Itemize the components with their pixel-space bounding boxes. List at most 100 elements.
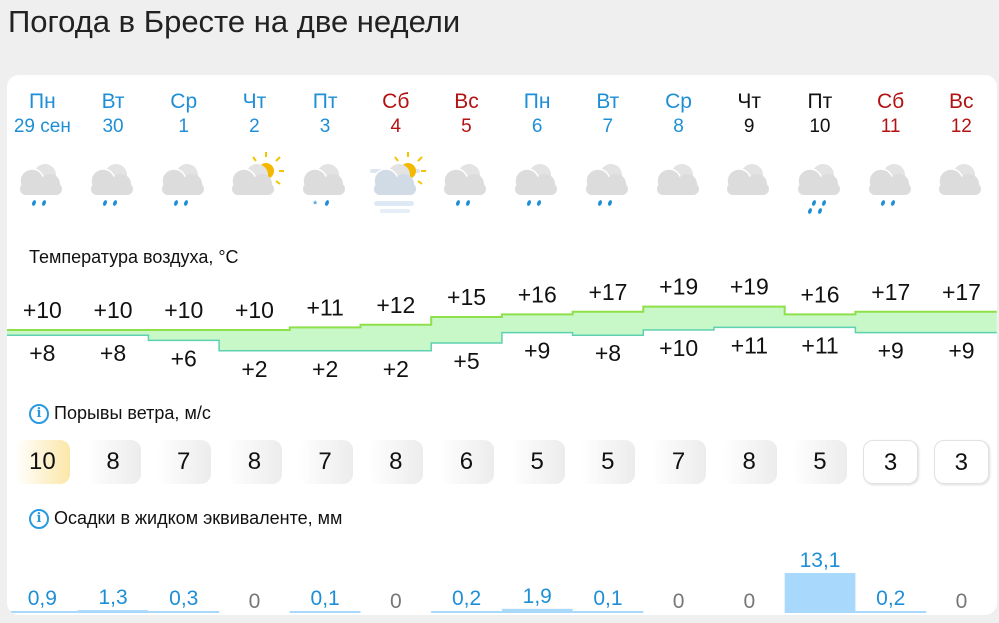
precip-bar [855, 611, 927, 613]
wind-gust-value: 8 [226, 440, 282, 484]
day-column[interactable]: Пн 29 сен [7, 89, 78, 139]
precip-value: 0,9 [28, 587, 57, 610]
temperature-band [7, 306, 997, 351]
min-temp-label: +5 [453, 348, 479, 374]
day-of-week: Вт [101, 90, 125, 113]
wind-gust-value: 8 [85, 440, 141, 484]
min-temp-label: +10 [659, 335, 698, 361]
precip-bar [501, 608, 573, 613]
day-of-week: Сб [876, 90, 905, 113]
day-column[interactable]: Ср 1 [148, 89, 219, 139]
day-date: 11 [880, 116, 901, 137]
min-temp-label: +2 [241, 356, 267, 382]
precip-chart: 0,9 1,3 0,3 0 0,1 0 0,2 1,9 0,1 0 0 13,1 0,2 0 [7, 549, 967, 613]
day-date: 29 сен [13, 116, 71, 137]
wind-gust-value: 7 [156, 440, 212, 484]
day-column[interactable]: Вс 5 [431, 89, 502, 139]
precip-bar [148, 611, 220, 613]
day-column[interactable]: Пт 10 [785, 89, 856, 139]
wind-gust-value: 10 [14, 440, 70, 484]
min-temp-label: +11 [731, 332, 768, 358]
precip-value: 1,9 [523, 585, 552, 608]
cloud-rain-icon [443, 164, 487, 206]
max-temp-label: +10 [164, 297, 203, 323]
cloud-rain-icon [585, 164, 628, 206]
cloud-rain-icon [867, 164, 911, 206]
day-of-week: Сб [382, 90, 410, 113]
min-temp-label: +9 [878, 338, 904, 364]
precip-value: 0,3 [169, 587, 198, 610]
min-temp-label: +8 [100, 340, 126, 366]
day-column[interactable]: Сб 11 [855, 89, 926, 139]
precip-value: 0,1 [593, 587, 622, 610]
day-column[interactable]: Пн 6 [502, 89, 573, 139]
max-temp-label: +17 [588, 279, 627, 305]
min-temp-label: +2 [383, 356, 409, 382]
min-temp-label: +9 [948, 338, 974, 364]
wind-gust-value: 7 [651, 440, 707, 484]
day-date: 3 [319, 116, 331, 137]
day-date: 12 [950, 116, 972, 137]
wind-gust-value: 5 [792, 440, 848, 484]
max-temp-label: +15 [447, 284, 486, 310]
precip-bar [289, 611, 361, 613]
precip-value: 0 [673, 590, 685, 613]
day-date: 6 [531, 116, 543, 137]
max-temp-label: +19 [659, 274, 698, 300]
day-of-week: Вс [949, 90, 974, 113]
info-icon[interactable]: i [29, 403, 49, 424]
min-temp-label: +11 [801, 332, 838, 358]
precip-bar [7, 611, 78, 613]
min-temp-label: +2 [312, 356, 338, 382]
day-of-week: Ср [170, 90, 198, 113]
max-temp-label: +17 [942, 279, 981, 305]
min-temp-label: +8 [595, 340, 621, 366]
precip-value: 0 [744, 590, 756, 613]
day-of-week: Чт [242, 90, 267, 113]
wind-gust-value: 3 [933, 440, 989, 484]
precip-value: 1,3 [98, 586, 127, 609]
cloud-icon [938, 164, 982, 195]
day-column[interactable]: Вт 7 [573, 89, 644, 139]
fog-sun-icon [369, 152, 426, 213]
max-temp-label: +10 [235, 297, 274, 323]
precip-bar [77, 610, 149, 613]
cloud-icon [655, 164, 699, 195]
precip-value: 0,2 [876, 587, 905, 610]
max-temp-label: +16 [801, 281, 840, 307]
cloud-rain-icon [90, 164, 134, 206]
precip-value: 0 [249, 590, 261, 613]
precip-label: i Осадки в жидком эквиваленте, мм [29, 508, 342, 529]
temperature-label: Температура воздуха, °C [29, 247, 239, 267]
info-icon[interactable]: i [29, 508, 49, 529]
min-temp-line [7, 326, 997, 352]
day-column[interactable]: Ср 8 [643, 89, 714, 139]
day-date: 30 [102, 116, 124, 137]
cloud-heavy-rain-icon [797, 164, 840, 214]
icons-row: * [7, 151, 997, 217]
max-temp-label: +10 [94, 297, 133, 323]
precip-bar [784, 573, 856, 613]
day-column[interactable]: Вс 12 [926, 89, 997, 139]
max-temp-label: +19 [730, 274, 769, 300]
min-temp-label: +6 [171, 345, 197, 371]
wind-gust-value: 5 [580, 440, 636, 484]
day-column[interactable]: Чт 9 [714, 89, 785, 139]
day-column[interactable]: Пт 3 [290, 89, 361, 139]
precip-bar [572, 611, 644, 613]
day-of-week: Вс [454, 90, 479, 113]
cloud-snow-rain-icon: * [302, 164, 346, 211]
day-of-week: Пт [807, 90, 833, 113]
day-date: 2 [249, 116, 260, 137]
day-column[interactable]: Сб 4 [360, 89, 431, 139]
day-column[interactable]: Чт 2 [219, 89, 290, 139]
wind-gust-value: 3 [863, 440, 919, 484]
day-of-week: Пт [312, 90, 338, 113]
day-column[interactable]: Вт 30 [78, 89, 149, 139]
wind-row: 10 8 7 8 7 8 6 5 5 7 8 5 3 3 [7, 440, 997, 484]
day-date: 1 [178, 116, 189, 137]
day-date: 10 [809, 116, 831, 137]
precip-value: 0,1 [311, 587, 340, 610]
day-of-week: Вт [596, 90, 620, 113]
max-temp-label: +16 [518, 281, 557, 307]
